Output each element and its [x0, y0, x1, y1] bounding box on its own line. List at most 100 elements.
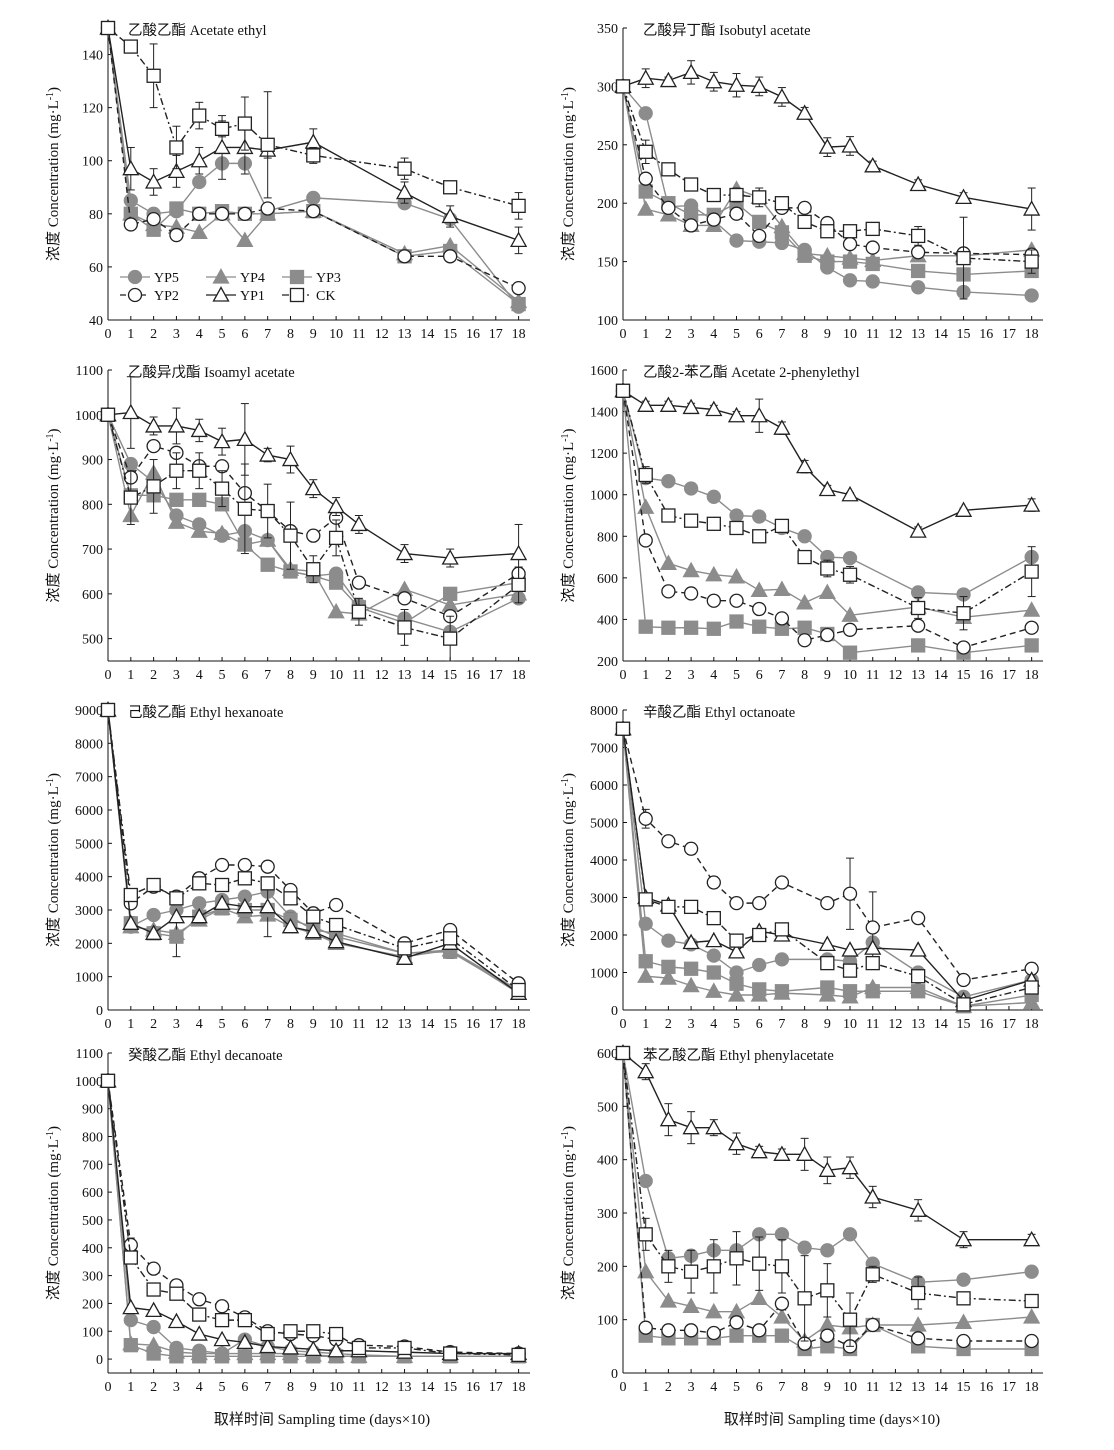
data-point [146, 1319, 161, 1335]
y-tick-label: 500 [597, 1100, 618, 1115]
y-tick-label: 200 [82, 1297, 103, 1312]
x-tick-label: 10 [843, 668, 857, 683]
series-line [622, 1052, 1032, 1321]
data-point [910, 228, 926, 244]
data-point [682, 976, 700, 993]
data-point [956, 1291, 971, 1306]
data-point [192, 463, 207, 478]
data-point [954, 1230, 973, 1247]
x-tick-label: 14 [420, 668, 434, 683]
data-point [123, 217, 138, 232]
data-point [1023, 1308, 1041, 1324]
x-tick-label: 13 [398, 1380, 412, 1395]
data-point [956, 1333, 971, 1349]
legend-label: YP4 [240, 271, 265, 286]
x-tick-label: 7 [778, 327, 785, 342]
data-point [865, 920, 880, 935]
panel-title: 己酸乙酯 Ethyl hexanoate [128, 704, 283, 721]
data-point [192, 108, 207, 123]
data-point [797, 214, 812, 230]
x-tick-label: 7 [264, 1017, 271, 1032]
data-point [328, 917, 344, 933]
data-point [954, 501, 973, 517]
x-tick-label: 10 [843, 1017, 857, 1032]
x-tick-label: 12 [375, 668, 389, 683]
data-point [351, 604, 367, 619]
data-point [214, 1312, 230, 1328]
y-tick-label: 300 [597, 80, 618, 95]
x-tick-label: 4 [196, 1380, 203, 1395]
x-tick-label: 5 [219, 327, 226, 342]
data-point [237, 857, 253, 873]
x-tick-label: 17 [489, 1380, 503, 1395]
y-tick-label: 5000 [75, 837, 103, 852]
x-tick-label: 6 [756, 1017, 763, 1032]
data-point [729, 614, 744, 629]
data-point [328, 1326, 344, 1342]
data-point [729, 187, 744, 203]
data-point [327, 602, 345, 619]
data-point [956, 972, 971, 988]
y-tick-label: 7000 [75, 771, 103, 786]
data-point [774, 922, 790, 937]
data-point [705, 1302, 723, 1319]
y-tick-label: 2000 [590, 929, 618, 944]
y-tick-label: 100 [82, 155, 103, 170]
data-point [706, 965, 721, 980]
data-point [774, 952, 790, 967]
x-tick-label: 14 [934, 1380, 948, 1395]
data-point [752, 228, 767, 244]
series-yp4 [99, 405, 528, 621]
data-point [706, 875, 721, 890]
x-tick-label: 16 [466, 1017, 480, 1032]
data-point [705, 565, 723, 582]
data-point [146, 68, 161, 83]
x-tick-label: 16 [979, 327, 993, 342]
data-point [729, 1251, 744, 1266]
data-point [842, 254, 858, 269]
data-point [842, 645, 858, 660]
data-point [192, 1292, 207, 1307]
panel-title: 苯乙酸乙酯 Ethyl phenylacetate [643, 1047, 834, 1064]
x-tick-label: 14 [420, 1017, 434, 1032]
y-tick-label: 800 [597, 530, 618, 545]
y-tick-label: 0 [611, 1004, 618, 1019]
data-point [169, 140, 184, 155]
data-point [306, 148, 321, 163]
series-line [622, 86, 1032, 263]
series-yp5 [100, 1073, 526, 1364]
x-tick-label: 6 [756, 668, 763, 683]
x-tick-label: 15 [443, 327, 457, 342]
data-point [750, 406, 768, 423]
data-point [729, 508, 744, 523]
panel-title: 乙酸乙酯 Acetate ethyl [128, 22, 267, 39]
data-point [820, 955, 835, 971]
data-point [661, 933, 676, 948]
data-point [796, 1145, 814, 1161]
x-tick-label: 12 [375, 1017, 389, 1032]
data-point [638, 892, 653, 907]
data-point [167, 513, 186, 529]
y-tick-label: 600 [597, 572, 618, 587]
data-point [706, 621, 721, 636]
x-tick-label: 3 [688, 1380, 695, 1395]
x-tick-label: 7 [778, 1017, 785, 1032]
data-point [146, 438, 161, 454]
data-point [283, 528, 298, 543]
data-point [123, 1312, 138, 1328]
data-point [145, 173, 163, 189]
x-tick-label: 11 [866, 668, 879, 683]
data-point [638, 1320, 653, 1335]
data-point [683, 586, 699, 601]
x-tick-label: 18 [1025, 327, 1039, 342]
data-point [1024, 620, 1039, 635]
legend-label: YP2 [154, 289, 179, 304]
y-tick-label: 1000 [75, 971, 103, 986]
data-point [683, 513, 699, 528]
data-point [214, 877, 230, 893]
data-point [727, 567, 746, 584]
data-point [395, 544, 414, 561]
data-point [797, 1240, 812, 1255]
data-point [818, 935, 836, 952]
data-point [729, 933, 744, 948]
